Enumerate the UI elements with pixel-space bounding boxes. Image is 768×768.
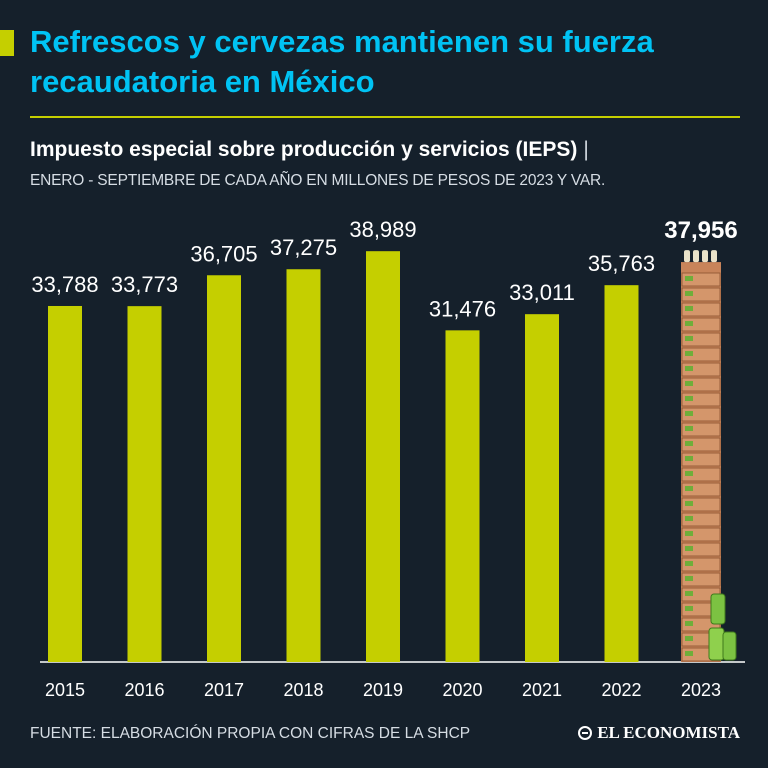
x-tick-label-2022: 2022 xyxy=(601,680,641,700)
crate-label xyxy=(685,336,693,341)
bottle-icon xyxy=(684,250,690,263)
crate-label xyxy=(685,516,693,521)
crate-label xyxy=(685,471,693,476)
bar-value-label-2018: 37,275 xyxy=(270,235,337,260)
bar-2018 xyxy=(286,269,321,662)
bar-value-label-2015: 33,788 xyxy=(31,272,98,297)
crate-label xyxy=(685,321,693,326)
chart-note: ENERO - SEPTIEMBRE DE CADA AÑO EN MILLON… xyxy=(30,172,606,189)
crate-label xyxy=(685,606,693,611)
chart-subtitle: Impuesto especial sobre producción y ser… xyxy=(30,138,750,162)
crate-label xyxy=(685,396,693,401)
bar-2019 xyxy=(366,251,400,662)
can-icon xyxy=(710,593,726,625)
source-note: FUENTE: ELABORACIÓN PROPIA CON CIFRAS DE… xyxy=(30,725,471,742)
bar-2021 xyxy=(525,314,559,662)
x-tick-label-2021: 2021 xyxy=(522,680,562,700)
x-tick-label-2016: 2016 xyxy=(124,680,164,700)
brand-name: EL ECONOMISTA xyxy=(597,723,740,742)
page-title: Refrescos y cervezas mantienen su fuerza… xyxy=(30,24,654,99)
crate-label xyxy=(685,426,693,431)
can-icon xyxy=(722,631,737,661)
x-tick-label-2023: 2023 xyxy=(681,680,721,700)
x-tick-label-2017: 2017 xyxy=(204,680,244,700)
bar-value-label-2021: 33,011 xyxy=(509,280,575,305)
crate-label xyxy=(685,591,693,596)
bar-2015 xyxy=(48,305,82,662)
bottle-icon xyxy=(693,250,699,263)
crate-label xyxy=(685,621,693,626)
crate-label xyxy=(685,546,693,551)
x-tick-label-2015: 2015 xyxy=(45,680,85,700)
bar-value-label-2019: 38,989 xyxy=(349,217,416,242)
crate-label xyxy=(685,291,693,296)
crate-label xyxy=(685,366,693,371)
crate-label xyxy=(685,441,693,446)
crate-label xyxy=(685,636,693,641)
x-tick-label-2018: 2018 xyxy=(283,680,323,700)
bottle-icon xyxy=(702,250,708,263)
bottle-icon xyxy=(711,250,717,263)
x-tick-label-2020: 2020 xyxy=(442,680,482,700)
crate-label xyxy=(685,531,693,536)
crate-label xyxy=(685,276,693,281)
crate-label xyxy=(685,486,693,491)
bar-value-label-2023: 37,956 xyxy=(664,217,737,244)
bar-value-label-2022: 35,763 xyxy=(588,251,655,276)
bar-2020 xyxy=(445,330,480,662)
crate-label xyxy=(685,561,693,566)
crate-label xyxy=(685,576,693,581)
can-icon xyxy=(708,627,725,661)
crate-label xyxy=(685,501,693,506)
bar-2016 xyxy=(127,306,162,662)
bar-value-label-2017: 36,705 xyxy=(190,241,257,266)
x-tick-label-2019: 2019 xyxy=(363,680,403,700)
bar-value-label-2020: 31,476 xyxy=(429,296,496,321)
title-accent-mark xyxy=(0,30,14,56)
crate-label xyxy=(685,306,693,311)
subtitle-separator: | xyxy=(583,138,589,161)
crate-label xyxy=(685,381,693,386)
bar-2017 xyxy=(207,275,241,662)
crate-label xyxy=(685,456,693,461)
chart-subtitle-text: Impuesto especial sobre producción y ser… xyxy=(30,138,578,161)
title-divider xyxy=(30,116,740,118)
bar-2022 xyxy=(604,285,639,662)
brand-icon xyxy=(578,726,593,740)
crate-label xyxy=(685,651,693,656)
brand-logo: EL ECONOMISTA xyxy=(578,723,740,743)
crate-label xyxy=(685,411,693,416)
crate-label xyxy=(685,351,693,356)
bar-value-label-2016: 33,773 xyxy=(111,272,178,297)
